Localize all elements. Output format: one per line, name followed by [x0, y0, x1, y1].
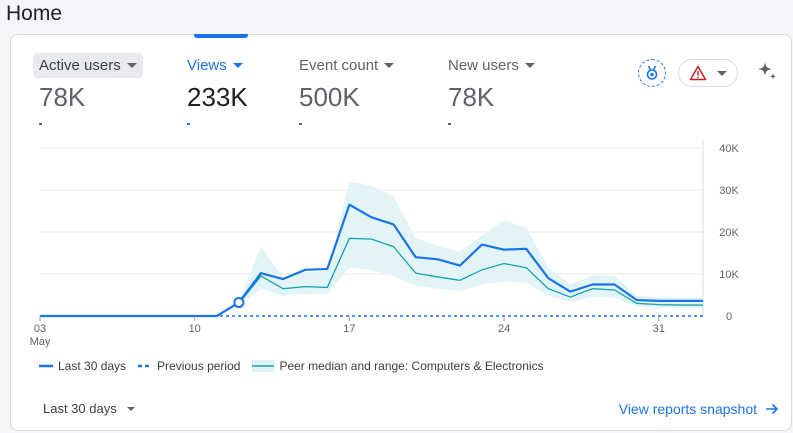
metric-new-users[interactable]: New users 78K [442, 53, 541, 125]
caret-down-icon [384, 63, 395, 68]
legend-label: Last 30 days [58, 359, 127, 373]
y-tick-label: 30K [719, 185, 739, 197]
alerts-dropdown[interactable] [678, 59, 738, 87]
y-tick-label: 10K [719, 269, 739, 281]
x-tick-label: 10 [189, 323, 201, 335]
caret-down-icon [126, 406, 135, 411]
y-axis-ticks: 0 10K 20K 30K 40K [719, 143, 739, 323]
award-badge-icon[interactable] [638, 59, 666, 87]
metric-label-button[interactable]: New users [442, 53, 541, 78]
legend-label: Previous period [157, 359, 241, 373]
metric-views[interactable]: Views 233K [181, 53, 249, 125]
y-tick-label: 40K [719, 143, 739, 155]
metric-value: 78K [39, 82, 86, 112]
metric-delta-dash [448, 123, 451, 125]
legend-item-last-30-days[interactable]: Last 30 days [39, 359, 126, 373]
metric-label-button[interactable]: Active users [33, 53, 143, 78]
metric-label: New users [448, 57, 519, 74]
snapshot-link-label: View reports snapshot [618, 401, 757, 417]
caret-down-icon [126, 63, 137, 68]
metric-value: 233K [187, 82, 248, 112]
metric-active-users[interactable]: Active users 78K [33, 53, 143, 125]
metric-label: Views [187, 57, 227, 74]
x-tick-label: 03 [34, 323, 46, 335]
x-tick-label: 24 [498, 323, 510, 335]
caret-down-icon [717, 70, 727, 76]
caret-down-icon [232, 63, 243, 68]
page-title: Home [6, 2, 63, 25]
legend-item-peer-range[interactable]: Peer median and range: Computers & Elect… [252, 359, 544, 373]
metric-label-button[interactable]: Views [181, 53, 249, 78]
metric-label-button[interactable]: Event count [293, 53, 400, 78]
sparkle-icon[interactable] [755, 59, 779, 83]
highlight-point [233, 297, 245, 309]
date-range-label: Last 30 days [43, 401, 117, 416]
metric-label: Event count [299, 57, 379, 74]
metric-delta-dash [39, 123, 42, 125]
y-tick-label: 20K [719, 227, 739, 239]
chart-legend: Last 30 days Previous period Peer median… [39, 359, 544, 373]
metric-delta-dash [299, 123, 302, 125]
metric-value: 500K [299, 82, 360, 112]
x-tick-sublabel: May [30, 336, 51, 348]
date-range-selector[interactable]: Last 30 days [43, 401, 135, 416]
metric-delta-dash [187, 123, 190, 125]
peer-median-line [238, 237, 703, 306]
legend-label: Peer median and range: Computers & Elect… [279, 359, 544, 373]
x-tick-label: 31 [653, 323, 665, 335]
active-metric-indicator [194, 34, 248, 38]
view-reports-snapshot-link[interactable]: View reports snapshot [619, 401, 779, 417]
chart-lines [40, 203, 703, 318]
peer-range-band [238, 181, 703, 308]
warning-icon [689, 65, 707, 81]
metric-event-count[interactable]: Event count 500K [293, 53, 400, 125]
legend-item-previous-period[interactable]: Previous period [138, 359, 240, 373]
arrow-right-icon [766, 403, 779, 415]
y-tick-label: 0 [726, 311, 732, 323]
overview-card: Active users 78K Views 233K Event count … [10, 34, 792, 431]
last-30-days-line [40, 203, 703, 318]
metric-value: 78K [448, 82, 495, 112]
peer-range-area [238, 181, 703, 308]
metric-label: Active users [39, 57, 121, 74]
x-tick-label: 17 [343, 323, 355, 335]
caret-down-icon [524, 63, 535, 68]
